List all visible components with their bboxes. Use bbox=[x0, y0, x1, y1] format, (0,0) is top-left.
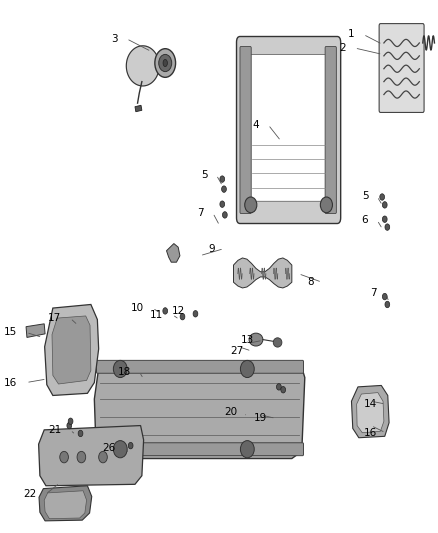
FancyBboxPatch shape bbox=[250, 54, 327, 201]
Ellipse shape bbox=[249, 333, 263, 346]
Text: 6: 6 bbox=[362, 215, 368, 225]
Text: 13: 13 bbox=[241, 335, 254, 345]
Ellipse shape bbox=[113, 441, 127, 458]
Ellipse shape bbox=[113, 360, 127, 377]
Ellipse shape bbox=[222, 186, 226, 192]
Text: 20: 20 bbox=[224, 407, 237, 417]
Ellipse shape bbox=[220, 176, 225, 182]
Ellipse shape bbox=[223, 212, 227, 218]
Text: 9: 9 bbox=[209, 244, 215, 254]
FancyBboxPatch shape bbox=[379, 23, 424, 112]
Ellipse shape bbox=[67, 422, 72, 429]
Polygon shape bbox=[351, 385, 389, 438]
FancyBboxPatch shape bbox=[96, 360, 304, 373]
Polygon shape bbox=[52, 316, 91, 384]
Polygon shape bbox=[45, 304, 99, 395]
Text: 22: 22 bbox=[24, 489, 37, 499]
Ellipse shape bbox=[220, 201, 225, 207]
Text: 14: 14 bbox=[364, 399, 377, 409]
Text: 4: 4 bbox=[253, 119, 259, 130]
Ellipse shape bbox=[385, 301, 390, 308]
Ellipse shape bbox=[155, 49, 176, 77]
Text: 19: 19 bbox=[254, 414, 267, 423]
Text: 21: 21 bbox=[48, 425, 61, 435]
Polygon shape bbox=[44, 491, 87, 519]
Text: 7: 7 bbox=[198, 208, 204, 218]
Text: 26: 26 bbox=[102, 443, 116, 453]
Polygon shape bbox=[233, 258, 292, 288]
Ellipse shape bbox=[385, 224, 390, 230]
FancyBboxPatch shape bbox=[96, 443, 304, 456]
Ellipse shape bbox=[273, 338, 282, 347]
Ellipse shape bbox=[60, 451, 68, 463]
Ellipse shape bbox=[382, 293, 387, 300]
Polygon shape bbox=[357, 393, 384, 433]
Polygon shape bbox=[39, 486, 92, 521]
Polygon shape bbox=[94, 363, 305, 458]
Ellipse shape bbox=[193, 311, 198, 317]
Polygon shape bbox=[26, 324, 45, 337]
Text: 5: 5 bbox=[201, 170, 208, 180]
Ellipse shape bbox=[382, 216, 387, 222]
Ellipse shape bbox=[320, 197, 332, 213]
Text: 7: 7 bbox=[371, 288, 377, 298]
Text: 16: 16 bbox=[364, 427, 377, 438]
Text: 1: 1 bbox=[348, 29, 354, 39]
Polygon shape bbox=[135, 106, 142, 112]
Ellipse shape bbox=[380, 194, 385, 200]
Ellipse shape bbox=[77, 451, 86, 463]
Text: 18: 18 bbox=[117, 367, 131, 377]
Text: 15: 15 bbox=[4, 327, 18, 337]
Ellipse shape bbox=[68, 418, 73, 424]
Text: 17: 17 bbox=[48, 313, 61, 323]
Ellipse shape bbox=[240, 360, 254, 377]
Ellipse shape bbox=[276, 384, 281, 390]
Ellipse shape bbox=[99, 451, 107, 463]
Ellipse shape bbox=[78, 430, 83, 437]
Ellipse shape bbox=[163, 59, 167, 67]
Ellipse shape bbox=[163, 308, 168, 314]
Text: 8: 8 bbox=[307, 277, 314, 287]
Polygon shape bbox=[39, 425, 144, 486]
FancyBboxPatch shape bbox=[237, 36, 341, 223]
Text: 16: 16 bbox=[4, 377, 18, 387]
Text: 27: 27 bbox=[230, 346, 243, 356]
Ellipse shape bbox=[245, 197, 257, 213]
Ellipse shape bbox=[382, 201, 387, 208]
Ellipse shape bbox=[180, 313, 185, 320]
Ellipse shape bbox=[240, 441, 254, 458]
Text: 11: 11 bbox=[150, 310, 163, 319]
Ellipse shape bbox=[159, 54, 172, 71]
Text: 3: 3 bbox=[111, 34, 118, 44]
Text: 12: 12 bbox=[172, 306, 185, 316]
Polygon shape bbox=[166, 244, 180, 262]
Text: 10: 10 bbox=[131, 303, 144, 313]
Text: 2: 2 bbox=[339, 43, 346, 53]
Ellipse shape bbox=[128, 442, 133, 449]
FancyBboxPatch shape bbox=[325, 46, 336, 214]
FancyBboxPatch shape bbox=[240, 46, 251, 214]
Text: 5: 5 bbox=[362, 191, 368, 201]
Ellipse shape bbox=[281, 386, 286, 393]
Polygon shape bbox=[126, 46, 159, 86]
